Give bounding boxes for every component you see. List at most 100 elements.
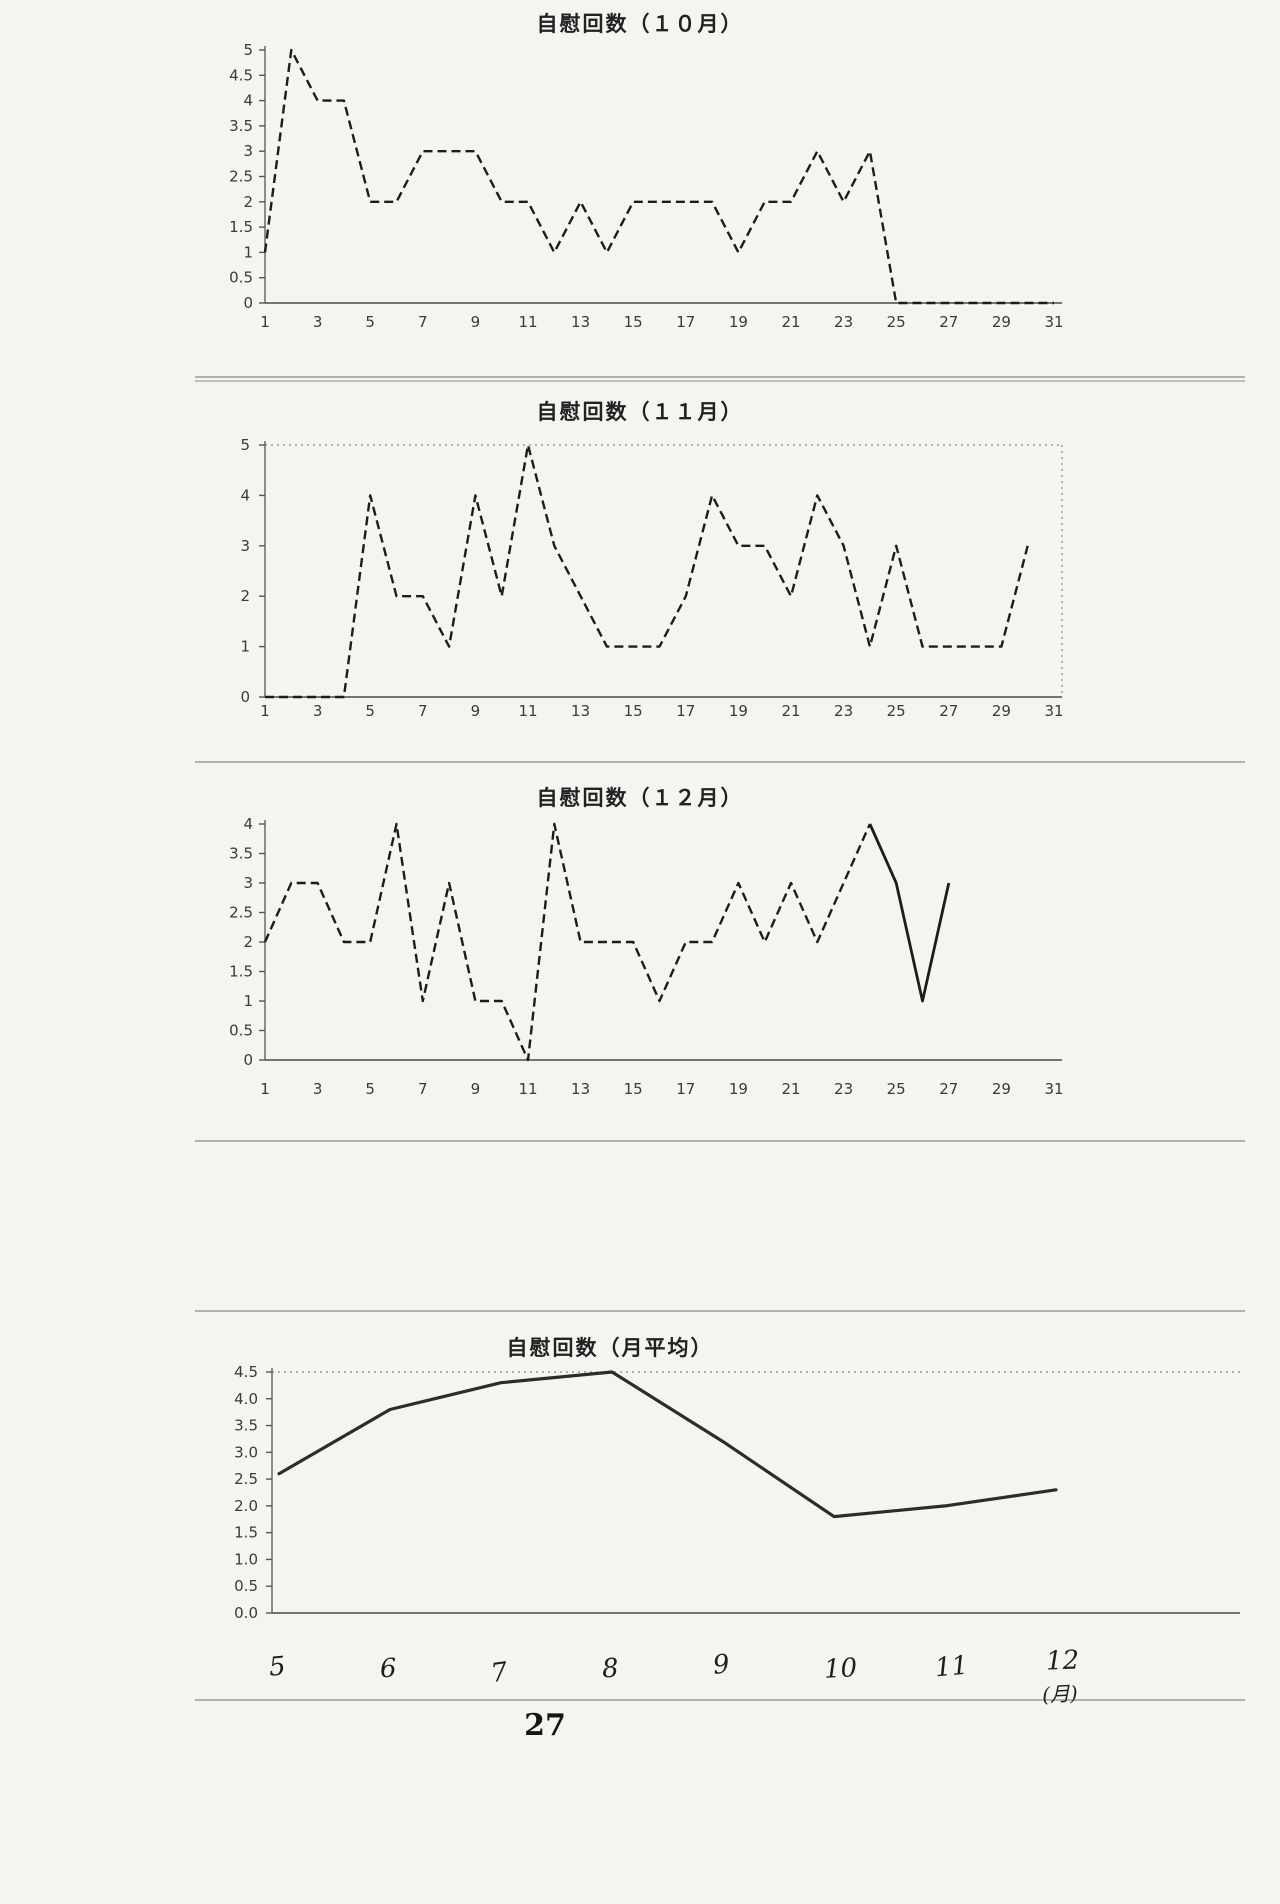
december-x-tick-label: 15 bbox=[624, 1080, 643, 1098]
october-x-tick-label: 13 bbox=[571, 313, 590, 331]
november-x-tick-label: 23 bbox=[834, 702, 853, 720]
october-x-tick-label: 5 bbox=[365, 313, 375, 331]
december-y-tick-label: 1.5 bbox=[229, 963, 253, 981]
december-x-tick-label: 3 bbox=[313, 1080, 323, 1098]
monthly-average-y-tick-label: 0.0 bbox=[234, 1604, 258, 1622]
october-y-tick-label: 0 bbox=[243, 294, 253, 312]
december-x-tick-label: 9 bbox=[471, 1080, 481, 1098]
october-x-tick-label: 7 bbox=[418, 313, 428, 331]
monthly-average-y-tick-label: 1.5 bbox=[234, 1524, 258, 1542]
handwritten-x-label-month-11: 11 bbox=[933, 1650, 970, 1684]
handwritten-x-label-month-12: 12 bbox=[1045, 1645, 1080, 1677]
december-x-tick-label: 31 bbox=[1044, 1080, 1063, 1098]
november-x-tick-label: 11 bbox=[518, 702, 537, 720]
december-line-dashed bbox=[263, 822, 871, 1062]
november-x-tick-label: 5 bbox=[365, 702, 375, 720]
october-y-tick-label: 4.5 bbox=[229, 66, 253, 84]
december-x-tick-label: 7 bbox=[418, 1080, 428, 1098]
october-x-tick-label: 31 bbox=[1044, 313, 1063, 331]
monthly-average-y-tick-label: 4.0 bbox=[234, 1390, 258, 1408]
november-x-tick-label: 31 bbox=[1044, 702, 1063, 720]
december-y-tick-label: 4 bbox=[243, 815, 253, 833]
monthly-average-y-tick-label: 2.5 bbox=[234, 1470, 258, 1488]
chart-title-november: 自慰回数（１１月） bbox=[536, 400, 744, 424]
october-y-tick-label: 1.5 bbox=[229, 218, 253, 236]
october-y-tick-label: 2.5 bbox=[229, 168, 253, 186]
handwritten-x-label-month-8: 8 bbox=[600, 1653, 620, 1685]
december-x-tick-label: 13 bbox=[571, 1080, 590, 1098]
november-y-tick-label: 5 bbox=[240, 436, 250, 454]
december-x-tick-label: 17 bbox=[676, 1080, 695, 1098]
november-x-tick-label: 17 bbox=[676, 702, 695, 720]
october-y-tick-label: 5 bbox=[243, 41, 253, 59]
monthly-average-y-tick-label: 1.0 bbox=[234, 1550, 258, 1568]
december-x-tick-label: 29 bbox=[992, 1080, 1011, 1098]
october-x-tick-label: 25 bbox=[887, 313, 906, 331]
october-y-tick-label: 1 bbox=[243, 243, 253, 261]
december-x-tick-label: 25 bbox=[887, 1080, 906, 1098]
october-x-tick-label: 29 bbox=[992, 313, 1011, 331]
october-y-tick-label: 3.5 bbox=[229, 117, 253, 135]
october-x-tick-label: 23 bbox=[834, 313, 853, 331]
november-x-tick-label: 29 bbox=[992, 702, 1011, 720]
november-y-tick-label: 0 bbox=[240, 688, 250, 706]
december-x-tick-label: 23 bbox=[834, 1080, 853, 1098]
october-x-tick-label: 11 bbox=[518, 313, 537, 331]
december-line-solid bbox=[868, 823, 951, 1003]
handwritten-x-label-month-9: 9 bbox=[711, 1649, 732, 1681]
chart-title-december: 自慰回数（１２月） bbox=[536, 786, 744, 810]
october-x-tick-label: 27 bbox=[939, 313, 958, 331]
monthly-average-line bbox=[277, 1370, 1058, 1519]
october-x-tick-label: 17 bbox=[676, 313, 695, 331]
handwritten-x-axis-unit: (月) bbox=[1041, 1681, 1079, 1707]
december-y-tick-label: 2 bbox=[243, 933, 253, 951]
december-y-tick-label: 1 bbox=[243, 992, 253, 1010]
december-y-tick-label: 3.5 bbox=[229, 845, 253, 863]
november-x-tick-label: 9 bbox=[471, 702, 481, 720]
october-line bbox=[263, 48, 1054, 305]
december-x-tick-label: 27 bbox=[939, 1080, 958, 1098]
october-x-tick-label: 1 bbox=[260, 313, 270, 331]
november-x-tick-label: 19 bbox=[729, 702, 748, 720]
november-x-tick-label: 21 bbox=[781, 702, 800, 720]
december-x-tick-label: 11 bbox=[518, 1080, 537, 1098]
december-x-tick-label: 5 bbox=[365, 1080, 375, 1098]
october-y-tick-label: 2 bbox=[243, 193, 253, 211]
december-x-tick-label: 1 bbox=[260, 1080, 270, 1098]
november-x-tick-label: 3 bbox=[313, 702, 323, 720]
handwritten-x-label-month-10: 10 bbox=[823, 1653, 858, 1685]
monthly-average-y-tick-label: 0.5 bbox=[234, 1577, 258, 1595]
november-y-tick-label: 3 bbox=[240, 537, 250, 555]
october-x-tick-label: 15 bbox=[624, 313, 643, 331]
october-x-tick-label: 3 bbox=[313, 313, 323, 331]
page-number: 27 bbox=[524, 1708, 566, 1743]
november-x-tick-label: 15 bbox=[624, 702, 643, 720]
october-x-tick-label: 19 bbox=[729, 313, 748, 331]
november-x-tick-label: 1 bbox=[260, 702, 270, 720]
handwritten-x-label-month-6: 6 bbox=[379, 1653, 398, 1685]
october-y-tick-label: 0.5 bbox=[229, 269, 253, 287]
monthly-average-y-tick-label: 3.5 bbox=[234, 1417, 258, 1435]
december-y-tick-label: 2.5 bbox=[229, 904, 253, 922]
november-x-tick-label: 25 bbox=[887, 702, 906, 720]
october-y-tick-label: 4 bbox=[243, 92, 253, 110]
october-x-tick-label: 9 bbox=[471, 313, 481, 331]
chart-title-monthly-average: 自慰回数（月平均） bbox=[506, 1336, 714, 1360]
november-y-tick-label: 4 bbox=[240, 486, 250, 504]
handwritten-x-label-month-5: 5 bbox=[267, 1651, 287, 1683]
november-y-tick-label: 2 bbox=[240, 587, 250, 605]
december-x-tick-label: 19 bbox=[729, 1080, 748, 1098]
handwritten-x-label-month-7: 7 bbox=[488, 1656, 510, 1690]
december-y-tick-label: 0.5 bbox=[229, 1022, 253, 1040]
november-line bbox=[265, 443, 1029, 699]
november-x-tick-label: 13 bbox=[571, 702, 590, 720]
november-x-tick-label: 27 bbox=[939, 702, 958, 720]
december-y-tick-label: 3 bbox=[243, 874, 253, 892]
november-y-tick-label: 1 bbox=[240, 638, 250, 656]
monthly-average-y-tick-label: 3.0 bbox=[234, 1443, 258, 1461]
october-x-tick-label: 21 bbox=[781, 313, 800, 331]
december-x-tick-label: 21 bbox=[781, 1080, 800, 1098]
november-x-tick-label: 7 bbox=[418, 702, 428, 720]
